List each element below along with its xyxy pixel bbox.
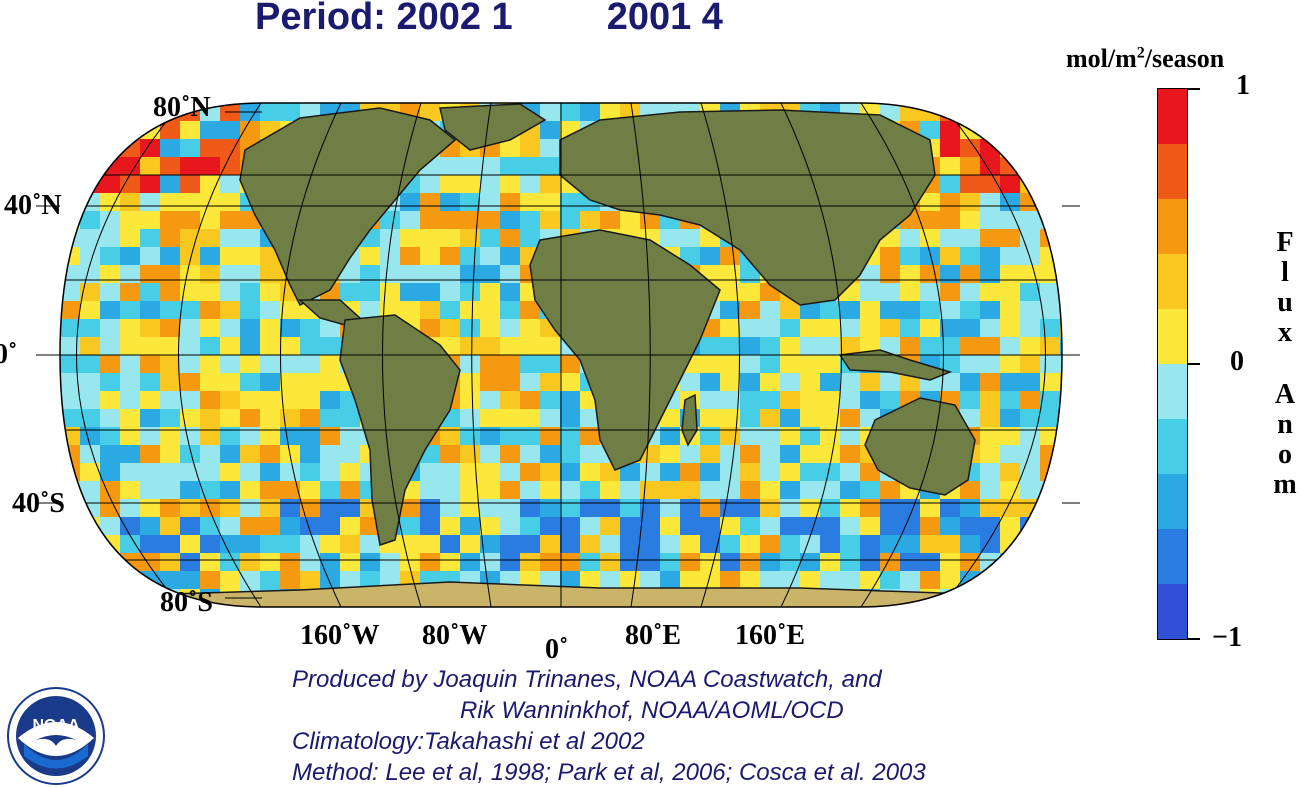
- lon-label-160w: 160˚W: [300, 620, 380, 651]
- period-label: Period: 2002 1: [255, 0, 513, 38]
- colorbar-segment: [1158, 584, 1187, 639]
- colorbar-mid-label: 0: [1230, 346, 1244, 377]
- lon-label-80w: 80˚W: [422, 620, 488, 651]
- land-masses: [60, 103, 1062, 607]
- graticule: [60, 103, 1062, 607]
- svg-text:NOAA: NOAA: [32, 717, 80, 734]
- credit-line-3: Climatology:Takahashi et al 2002: [292, 728, 645, 755]
- credit-line-4: Method: Lee et al, 1998; Park et al, 200…: [292, 759, 926, 786]
- credits: Produced by Joaquin Trinanes, NOAA Coast…: [292, 664, 926, 788]
- map-title: Period: 2002 1 2001 4: [255, 0, 723, 39]
- lat-label-40s: 40˚S: [12, 488, 65, 519]
- lat-label-80n: 80˚N: [153, 92, 211, 123]
- colorbar-segment: [1158, 199, 1187, 254]
- colorbar-min-label: −1: [1212, 622, 1242, 653]
- noaa-logo: NOAA: [7, 687, 105, 785]
- colorbar-segment: [1158, 474, 1187, 529]
- lat-label-40n: 40˚N: [4, 190, 62, 221]
- colorbar-segment: [1158, 364, 1187, 419]
- lon-label-160e: 160˚E: [735, 620, 805, 651]
- colorbar-segment: [1158, 144, 1187, 199]
- lon-label-0: 0˚: [545, 634, 569, 665]
- colorbar-unit: mol/m2/season: [1066, 44, 1225, 73]
- colorbar-segment: [1158, 89, 1187, 144]
- lat-label-80s: 80˚S: [160, 587, 213, 618]
- colorbar: [1157, 88, 1188, 640]
- colorbar-segment: [1158, 254, 1187, 309]
- credit-line-1: Produced by Joaquin Trinanes, NOAA Coast…: [292, 666, 882, 693]
- lon-label-80e: 80˚E: [625, 620, 681, 651]
- colorbar-segment: [1158, 419, 1187, 474]
- colorbar-segment: [1158, 309, 1187, 364]
- colorbar-max-label: 1: [1236, 70, 1250, 101]
- lat-label-0: 0˚: [0, 339, 18, 370]
- period-end: 2001 4: [606, 0, 723, 38]
- colorbar-segment: [1158, 529, 1187, 584]
- globe-outline: [59, 102, 1063, 608]
- credit-line-2: Rik Wanninkhof, NOAA/AOML/OCD: [460, 697, 844, 724]
